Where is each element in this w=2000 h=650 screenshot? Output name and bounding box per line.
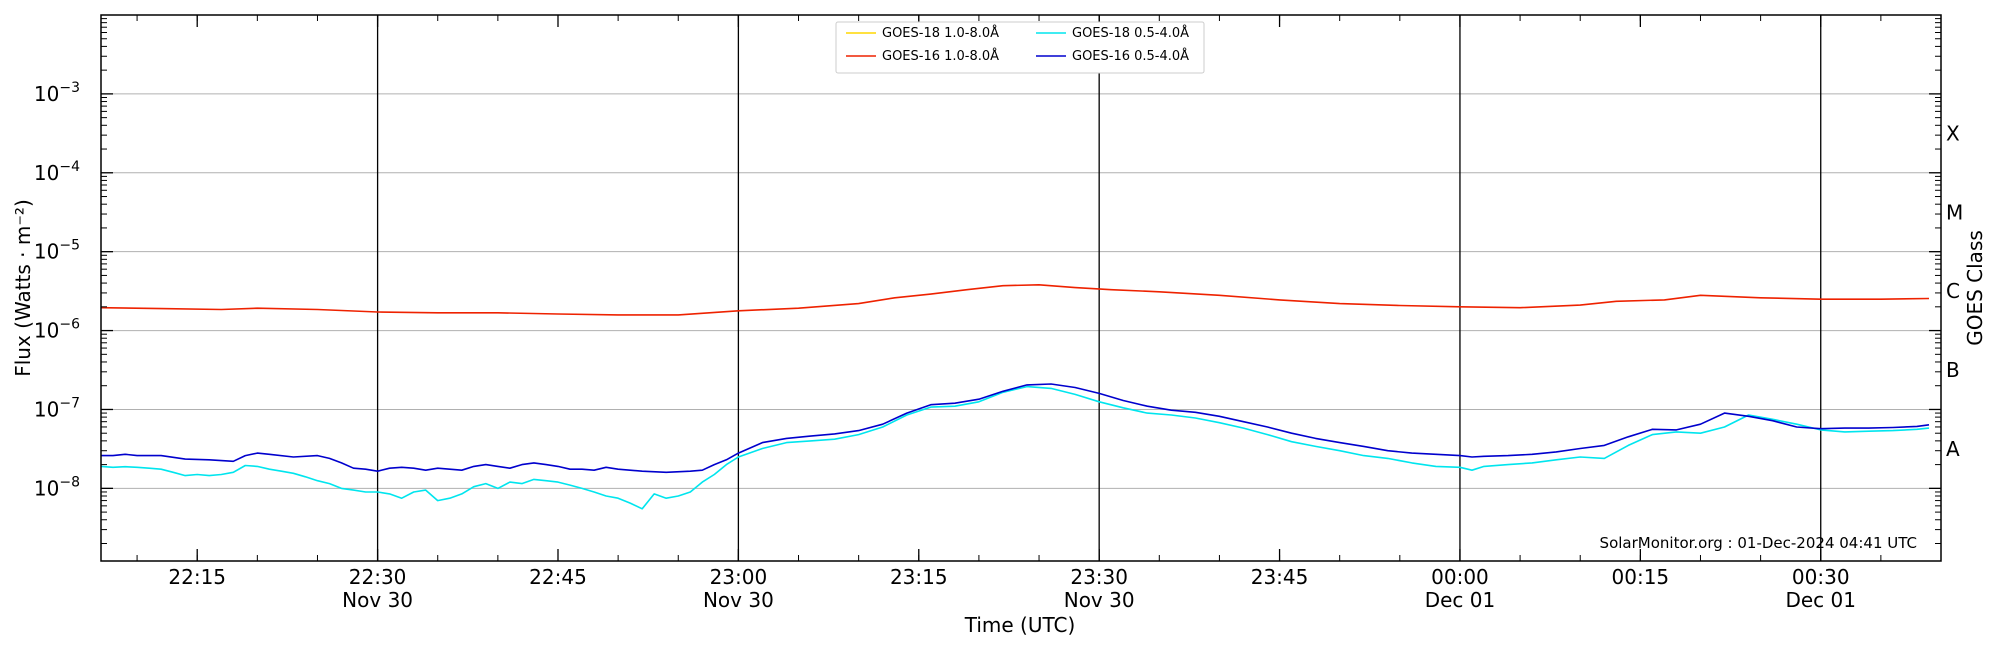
- series-lines: [100, 283, 1930, 510]
- x-tick-label-time: 22:45: [529, 565, 587, 589]
- x-tick-label-time: 00:00: [1431, 565, 1489, 589]
- x-tick-label-date: Nov 30: [703, 588, 774, 612]
- day-marker-lines: [376, 15, 1822, 561]
- goes-class-label: A: [1946, 437, 1960, 461]
- y-tick-exponent: −3: [59, 80, 80, 96]
- x-tick-label-date: Nov 30: [1064, 588, 1135, 612]
- goes-class-label: C: [1946, 279, 1960, 303]
- y-tick-exponent: −4: [59, 159, 80, 175]
- y-tick-exponent: −8: [59, 474, 80, 490]
- x-tick-label-time: 23:30: [1070, 565, 1128, 589]
- series-line: [101, 383, 1930, 474]
- axis-ticks: [101, 15, 1942, 561]
- y-tick-label: 10−8: [34, 474, 80, 500]
- x-tick-label-time: 23:00: [710, 565, 768, 589]
- solarmonitor-annotation: SolarMonitor.org : 01-Dec-2024 04:41 UTC: [1600, 534, 1917, 552]
- y-tick-label: 10−5: [34, 238, 80, 264]
- y-axis-title: Flux (Watts · m⁻²): [11, 199, 35, 377]
- y-tick-label: 10−6: [34, 317, 80, 343]
- x-tick-label-date: Dec 01: [1785, 588, 1856, 612]
- legend-entry-label: GOES-18 1.0-8.0Å: [882, 25, 999, 41]
- y-tick-exponent: −5: [59, 238, 80, 254]
- goes-class-label: M: [1946, 200, 1963, 224]
- x-tick-label-time: 22:15: [168, 565, 226, 589]
- series-line: [100, 283, 1930, 316]
- y-tick-label: 10−3: [34, 80, 80, 106]
- y-tick-label: 10−4: [34, 159, 80, 185]
- x-tick-label-time: 22:30: [349, 565, 407, 589]
- x-tick-label-date: Dec 01: [1425, 588, 1496, 612]
- legend: GOES-18 1.0-8.0Å GOES-16 1.0-8.0Å GOES-18 …: [835, 21, 1205, 74]
- goes-class-axis-title: GOES Class: [1963, 230, 1987, 346]
- goes-class-label: B: [1946, 358, 1960, 382]
- goes-class-label: X: [1946, 121, 1960, 145]
- x-tick-label-date: Nov 30: [342, 588, 413, 612]
- legend-entry-label: GOES-18 0.5-4.0Å: [1072, 25, 1189, 41]
- y-tick-exponent: −7: [59, 395, 80, 411]
- y-tick-exponent: −6: [59, 317, 80, 333]
- legend-entry-label: GOES-16 0.5-4.0Å: [1072, 48, 1189, 64]
- x-tick-label-time: 00:15: [1612, 565, 1670, 589]
- x-tick-label-time: 00:30: [1792, 565, 1850, 589]
- plot-frame: [100, 14, 1942, 562]
- y-tick-label: 10−7: [34, 395, 80, 421]
- x-tick-label-time: 23:45: [1251, 565, 1309, 589]
- legend-entry-label: GOES-16 1.0-8.0Å: [882, 48, 999, 64]
- legend-box: [835, 21, 1205, 74]
- x-axis-title: Time (UTC): [964, 613, 1076, 637]
- series-line: [100, 385, 1930, 510]
- x-tick-label-time: 23:15: [890, 565, 948, 589]
